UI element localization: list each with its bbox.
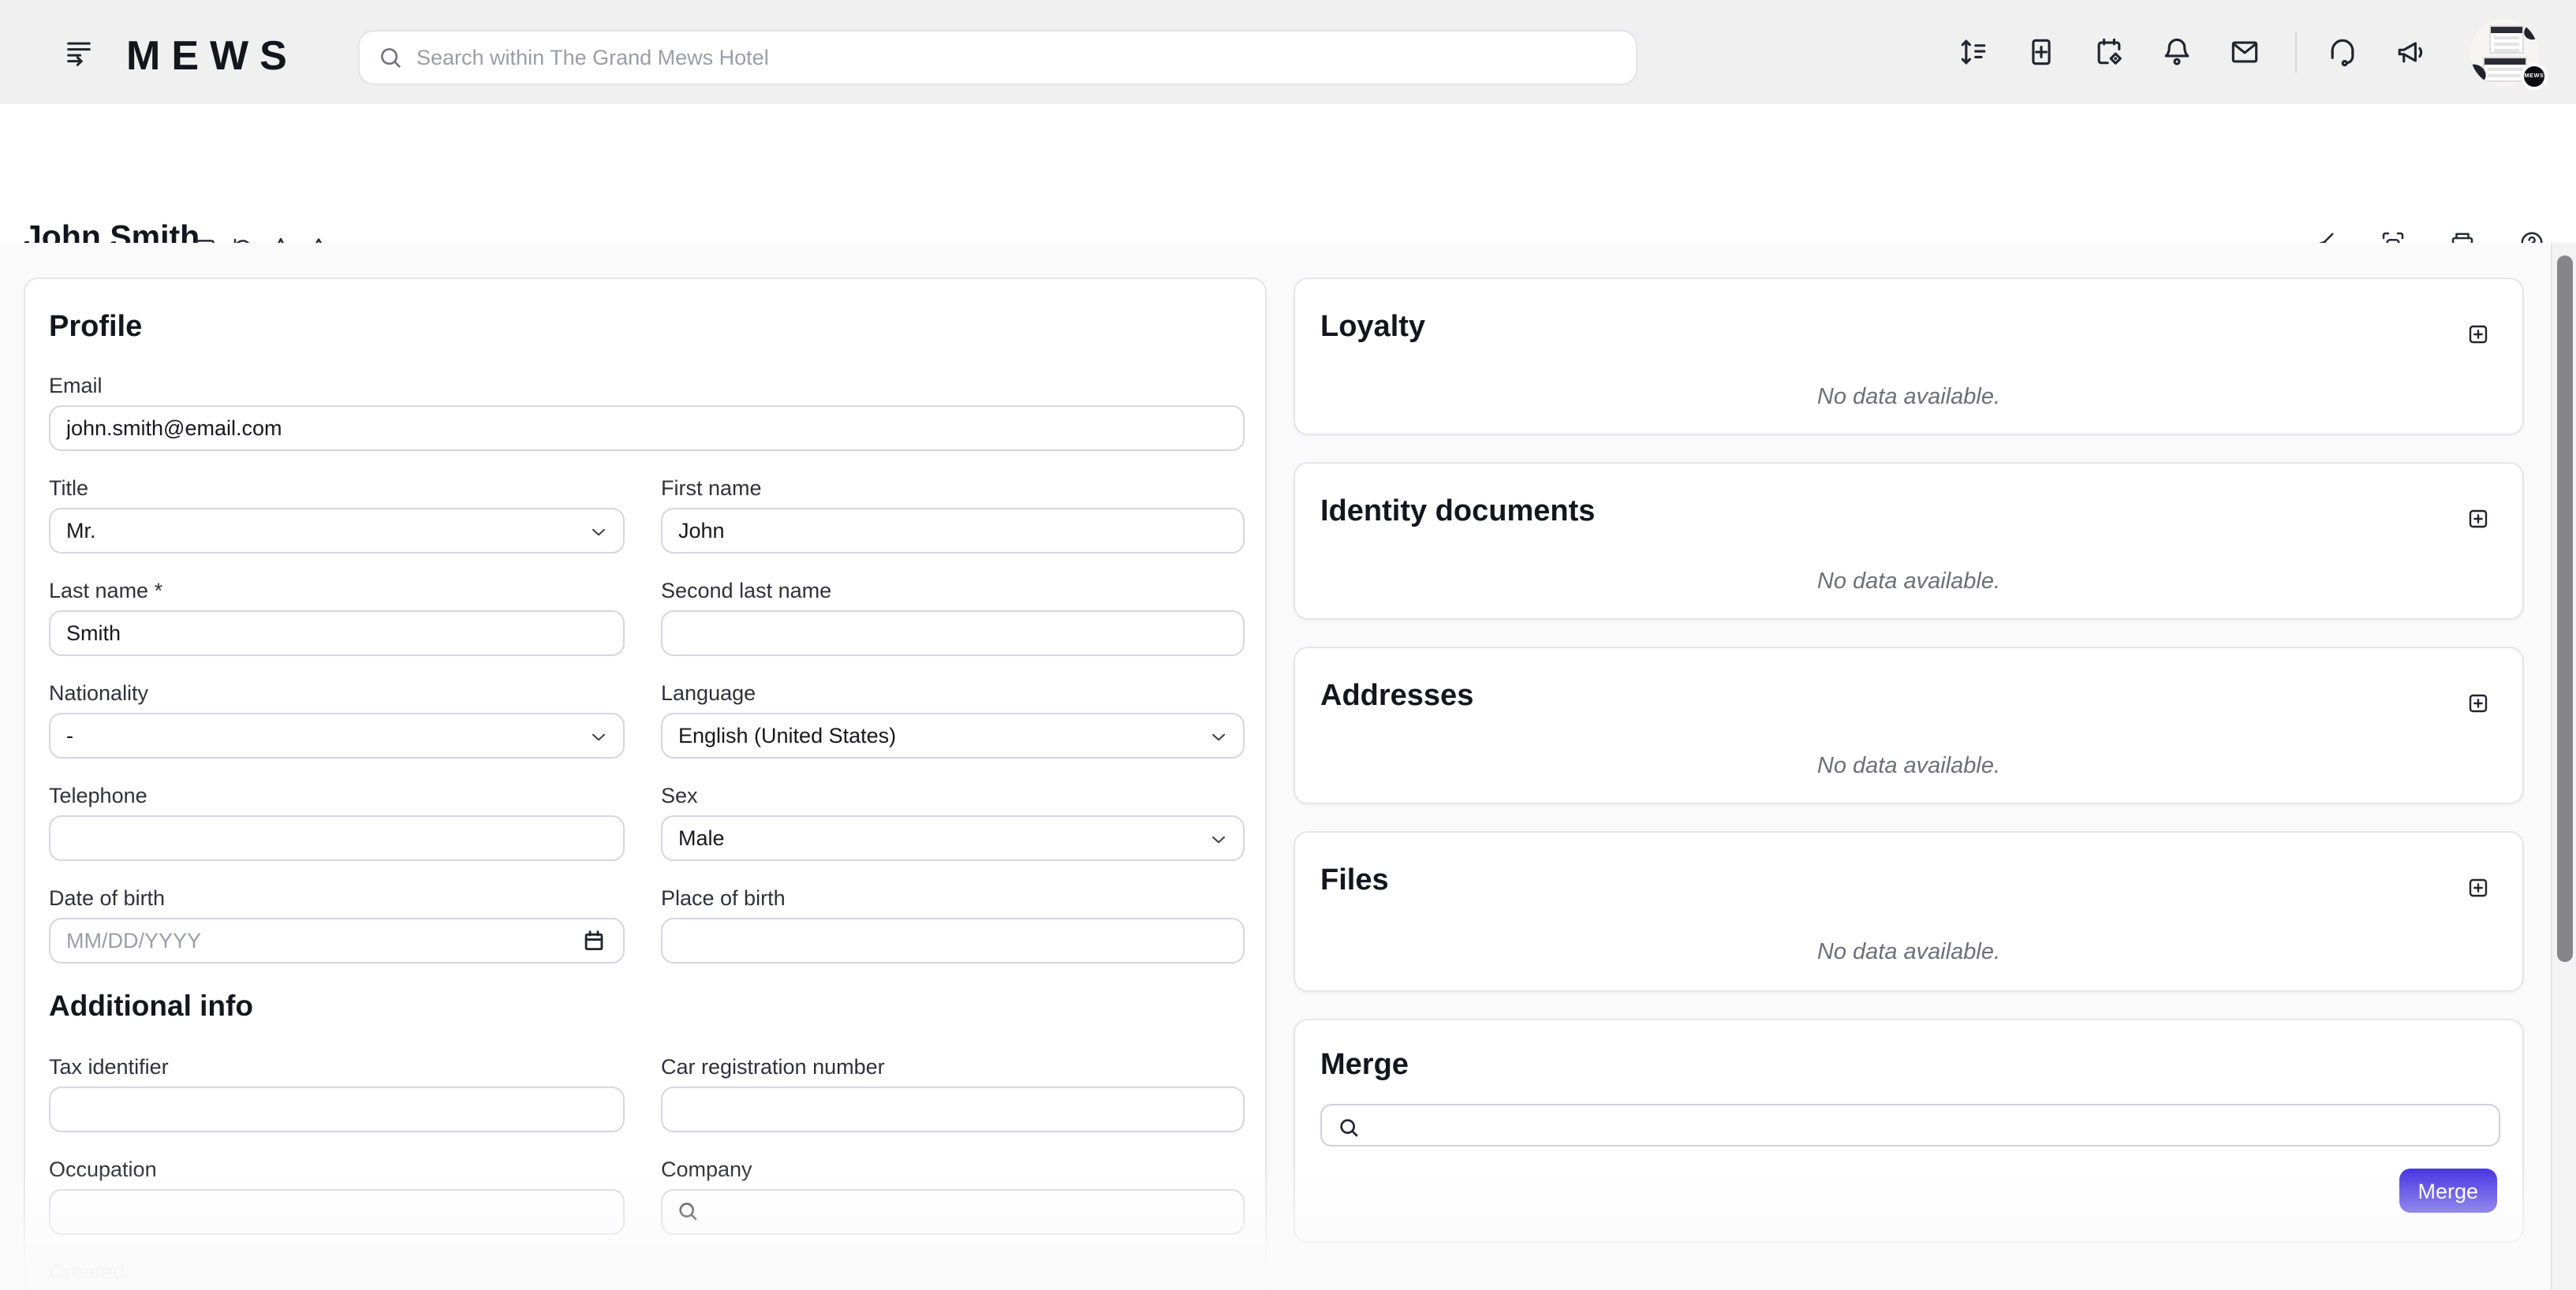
company-label: Company [661,1158,752,1181]
add-address-icon[interactable] [2466,691,2491,716]
avatar-image [2470,18,2538,86]
announcements-megaphone-icon[interactable] [2393,35,2428,69]
date-of-birth-label: Date of birth [49,886,166,910]
chevron-down-icon [592,733,606,741]
email-field[interactable] [49,405,1245,451]
chevron-down-icon [592,528,606,536]
tax-identifier-field[interactable] [49,1087,625,1132]
last-name-label: Last name * [49,579,163,602]
sex-select[interactable]: Male [661,815,1245,861]
notifications-bell-icon[interactable] [2160,35,2194,69]
search-input[interactable] [404,46,1636,69]
content-area: Profile Email Title Mr. First name Last … [0,243,2576,1290]
merge-search-box [1320,1104,2500,1146]
date-of-birth-field[interactable] [49,918,625,964]
top-header-bar: MEWS [0,0,2576,104]
add-reservation-icon[interactable] [2024,35,2059,69]
global-search[interactable] [358,30,1637,85]
header-icon-group: MEWS [1956,0,2548,104]
additional-info-heading: Additional info [49,989,253,1022]
files-card: Files No data available. [1294,831,2524,992]
company-search-field[interactable] [661,1189,1245,1235]
files-heading: Files [1320,864,1389,897]
last-name-field[interactable] [49,610,625,656]
files-empty-text: No data available. [1816,940,2001,965]
title-value: Mr. [66,519,96,542]
occupation-label: Occupation [49,1158,157,1181]
page-title-bar: John Smith [0,104,2576,347]
first-name-label: First name [661,476,762,500]
mews-logo: MEWS [126,32,298,79]
sidebar-toggle-icon[interactable] [63,36,95,68]
search-icon [381,48,401,68]
title-select[interactable]: Mr. [49,508,625,554]
loyalty-card: Loyalty No data available. [1294,278,2524,435]
chevron-down-icon [1211,836,1226,844]
identity-documents-heading: Identity documents [1320,495,1596,528]
support-headset-icon[interactable] [2325,35,2360,69]
merge-heading: Merge [1320,1049,1409,1082]
avatar-mews-badge: MEWS [2521,62,2548,89]
telephone-label: Telephone [49,784,147,807]
sex-value: Male [678,826,725,850]
addresses-card: Addresses No data available. [1294,647,2524,804]
title-label: Title [49,476,89,500]
header-divider [2295,32,2297,73]
nationality-label: Nationality [49,681,149,705]
telephone-field[interactable] [49,815,625,861]
car-registration-label: Car registration number [661,1055,885,1079]
loyalty-empty-text: No data available. [1816,385,2001,410]
second-last-name-label: Second last name [661,579,832,602]
search-icon [1336,1115,1361,1140]
add-loyalty-icon[interactable] [2466,322,2491,347]
second-last-name-field[interactable] [661,610,1245,656]
user-avatar[interactable]: MEWS [2470,18,2548,89]
language-value: English (United States) [678,724,897,748]
chevron-down-icon [1211,733,1226,741]
language-select[interactable]: English (United States) [661,713,1245,759]
calendar-settings-icon[interactable] [2092,35,2126,69]
messages-mail-icon[interactable] [2227,35,2262,69]
profile-card-heading: Profile [49,311,143,344]
place-of-birth-field[interactable] [661,918,1245,964]
car-registration-field[interactable] [661,1087,1245,1132]
merge-button[interactable]: Merge [2399,1169,2497,1213]
scrollbar-thumb[interactable] [2556,255,2572,962]
merge-search-input[interactable] [1369,1105,2473,1145]
identity-documents-card: Identity documents No data available. [1294,462,2524,620]
loyalty-heading: Loyalty [1320,311,1426,344]
profile-card: Profile Email Title Mr. First name Last … [24,278,1267,1290]
add-file-icon[interactable] [2466,875,2491,900]
add-identity-document-icon[interactable] [2466,506,2491,531]
scrollbar-track[interactable] [2551,243,2576,1290]
created-label: Created [49,1260,125,1284]
nationality-value: - [66,724,73,748]
occupation-field[interactable] [49,1189,625,1235]
identity-documents-empty-text: No data available. [1816,569,2001,595]
first-name-field[interactable] [661,508,1245,554]
language-label: Language [661,681,756,705]
addresses-empty-text: No data available. [1816,754,2001,779]
merge-card: Merge Merge [1294,1019,2524,1243]
addresses-heading: Addresses [1320,680,1474,713]
sex-label: Sex [661,784,698,807]
nationality-select[interactable]: - [49,713,625,759]
place-of-birth-label: Place of birth [661,886,786,910]
email-label: Email [49,374,103,397]
sort-timeline-icon[interactable] [1956,35,1991,69]
tax-identifier-label: Tax identifier [49,1055,169,1079]
